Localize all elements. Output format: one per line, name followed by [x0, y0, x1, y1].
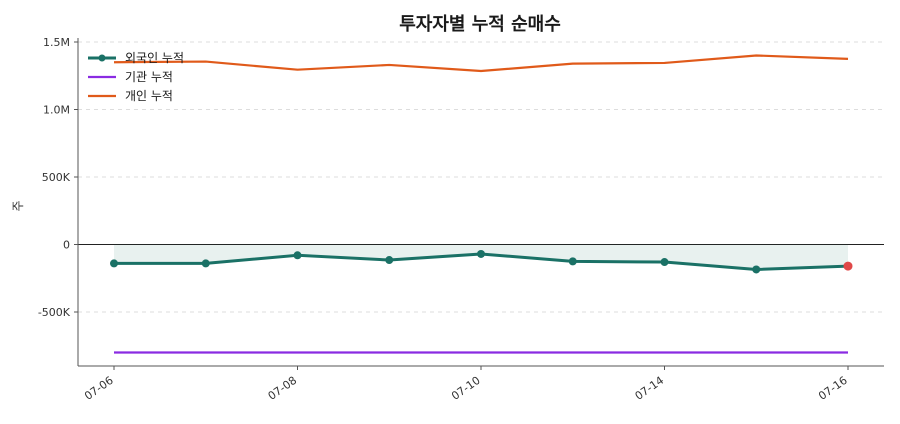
data-point	[385, 256, 394, 265]
y-tick-label: 1.5M	[43, 36, 70, 49]
y-tick-label: 0	[63, 239, 70, 252]
y-tick-label: -500K	[38, 306, 71, 319]
legend-label: 개인 누적	[125, 89, 173, 103]
last-data-point	[843, 261, 853, 271]
y-tick-label: 500K	[42, 171, 71, 184]
legend-marker	[98, 54, 106, 62]
data-point	[477, 249, 485, 258]
x-tick-label: 07-14	[633, 374, 667, 403]
y-tick-label: 1.0M	[43, 104, 70, 117]
legend-label: 외국인 누적	[125, 51, 184, 65]
grid-layer	[78, 41, 884, 313]
x-tick-label: 07-16	[816, 374, 850, 403]
series-fill	[114, 244, 848, 270]
series-line	[113, 54, 849, 73]
legend-item: 기관 누적	[88, 70, 173, 84]
data-point	[568, 257, 577, 266]
legend-label: 기관 누적	[125, 70, 173, 84]
x-tick-label: 07-06	[82, 374, 116, 403]
chart-title: 투자자별 누적 순매수	[399, 14, 561, 35]
data-point	[293, 251, 302, 260]
x-tick-label: 07-08	[266, 374, 300, 403]
series-layer	[110, 54, 853, 354]
series-group	[110, 244, 853, 274]
x-tick-label: 07-10	[449, 374, 483, 403]
series-group	[113, 54, 849, 73]
data-point	[660, 258, 669, 267]
y-axis-label: 주	[11, 200, 25, 211]
legend-item: 개인 누적	[88, 89, 173, 103]
data-point	[201, 259, 210, 268]
data-point	[110, 259, 118, 268]
data-point	[752, 265, 761, 274]
legend-item: 외국인 누적	[88, 51, 184, 65]
